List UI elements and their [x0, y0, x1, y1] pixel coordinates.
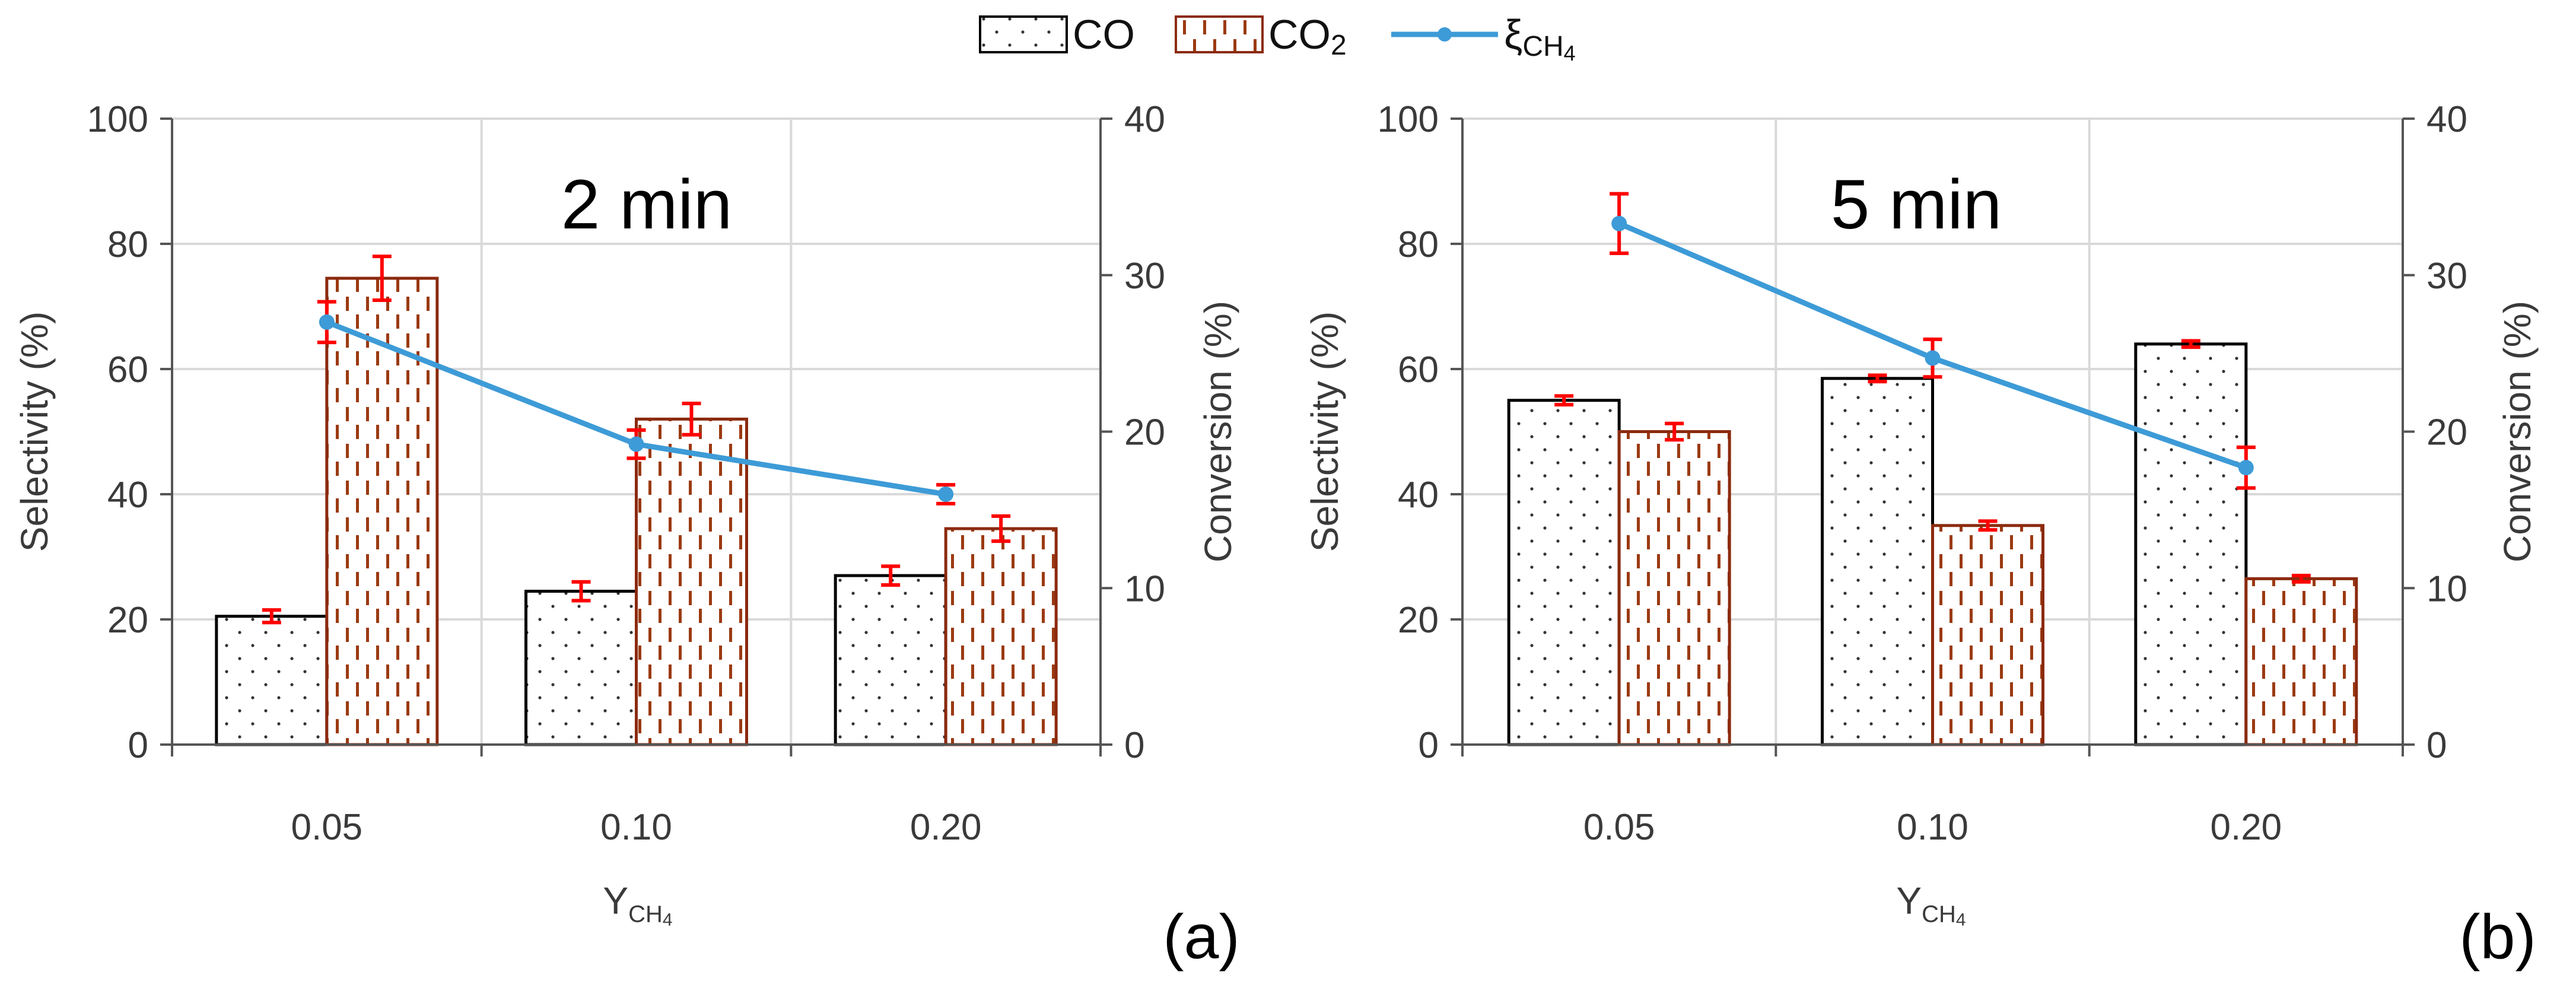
legend-co2-swatch: [1175, 15, 1264, 53]
y-tick-label: 100: [1378, 99, 1439, 140]
legend-xi-label: ξCH4: [1504, 11, 1576, 65]
bar-co: [834, 574, 947, 746]
line-marker: [2238, 460, 2254, 476]
x-axis-title: YCH4: [603, 879, 672, 930]
x-axis-title-subsub: 4: [663, 910, 673, 930]
line-marker: [319, 314, 335, 330]
y2-tick-label: 40: [2426, 99, 2467, 140]
y-tick-label: 0: [128, 725, 148, 766]
panel-title: 2 min: [561, 166, 733, 244]
y-tick-label: 40: [107, 475, 148, 516]
y2-axis-title: Conversion (%): [2496, 301, 2539, 562]
legend-co2-label: CO2: [1268, 11, 1347, 61]
x-axis-title-subsub: 4: [1956, 910, 1966, 930]
x-tick-label: 0.20: [2210, 807, 2282, 848]
legend-co-swatch: [979, 15, 1068, 53]
legend-co2-sub: 2: [1331, 30, 1347, 61]
y2-tick-label: 30: [2426, 256, 2467, 297]
y2-tick-label: 10: [2426, 568, 2467, 609]
y-tick-label: 60: [1398, 349, 1439, 390]
y2-tick-label: 20: [1124, 412, 1165, 453]
line-marker: [628, 436, 644, 452]
y-axis-title: Selectivity (%): [13, 311, 56, 552]
y2-tick-label: 30: [1124, 256, 1165, 297]
panel-label: (b): [2459, 902, 2536, 972]
panel-title: 5 min: [1831, 166, 2002, 244]
legend-co-label: CO: [1073, 11, 1135, 58]
legend-xi-sub: CH: [1522, 31, 1563, 62]
panel-label: (a): [1163, 902, 1240, 972]
bar-co: [215, 615, 329, 746]
y2-tick-label: 10: [1124, 568, 1165, 609]
x-axis-title-base: Y: [603, 879, 628, 922]
y-tick-label: 60: [107, 349, 148, 390]
bar-co: [1821, 377, 1934, 746]
chart-panel-a: 2 min 0 20 40 60 80 100 0 10 20 30 40 0.05 0.10 0.20 Se…: [13, 99, 1240, 972]
y2-tick-label: 20: [2426, 412, 2467, 453]
x-axis-title: YCH4: [1896, 879, 1966, 930]
y-tick-label: 40: [1398, 475, 1439, 516]
x-tick-label: 0.10: [600, 807, 672, 848]
line-marker: [1611, 215, 1627, 231]
y2-axis-title: Conversion (%): [1197, 301, 1239, 562]
bar-co2: [1617, 430, 1731, 746]
bar-co2: [944, 527, 1058, 746]
x-tick-label: 0.05: [291, 807, 362, 848]
bar-co: [524, 590, 638, 746]
y-tick-label: 100: [87, 99, 148, 140]
x-tick-label: 0.20: [910, 807, 982, 848]
y-axis-title: Selectivity (%): [1303, 311, 1346, 552]
y2-tick-label: 0: [2426, 725, 2447, 766]
y2-tick-label: 40: [1124, 99, 1165, 140]
bar-co: [2134, 342, 2248, 746]
y-tick-label: 0: [1419, 725, 1439, 766]
y-tick-label: 20: [107, 600, 148, 641]
x-tick-label: 0.10: [1897, 807, 1968, 848]
bar-co2: [325, 276, 439, 746]
bar-co: [1507, 399, 1621, 746]
y-tick-label: 80: [107, 224, 148, 265]
x-tick-label: 0.05: [1583, 807, 1655, 848]
line-marker: [938, 487, 954, 502]
bar-co2: [2244, 577, 2358, 746]
x-axis-title-sub: CH: [1922, 901, 1956, 927]
bar-co2: [1931, 524, 2044, 746]
y-tick-label: 20: [1398, 600, 1439, 641]
bar-co2: [635, 417, 748, 746]
legend-xi-base: ξ: [1504, 11, 1522, 58]
y2-tick-label: 0: [1124, 725, 1144, 766]
x-axis-title-sub: CH: [628, 901, 663, 927]
legend-xi-subsub: 4: [1564, 41, 1576, 65]
legend-co2-base: CO: [1268, 11, 1331, 58]
line-marker: [1925, 350, 1941, 366]
x-axis-title-base: Y: [1896, 879, 1922, 922]
chart-panel-b: 5 min 0 20 40 60 80 100 0 10 20 30 40 0.05 0.10 0.20 Se…: [1303, 99, 2539, 972]
legend-line-marker: [1438, 27, 1452, 42]
y-tick-label: 80: [1398, 224, 1439, 265]
legend: CO CO2 ξCH4: [979, 11, 1576, 65]
